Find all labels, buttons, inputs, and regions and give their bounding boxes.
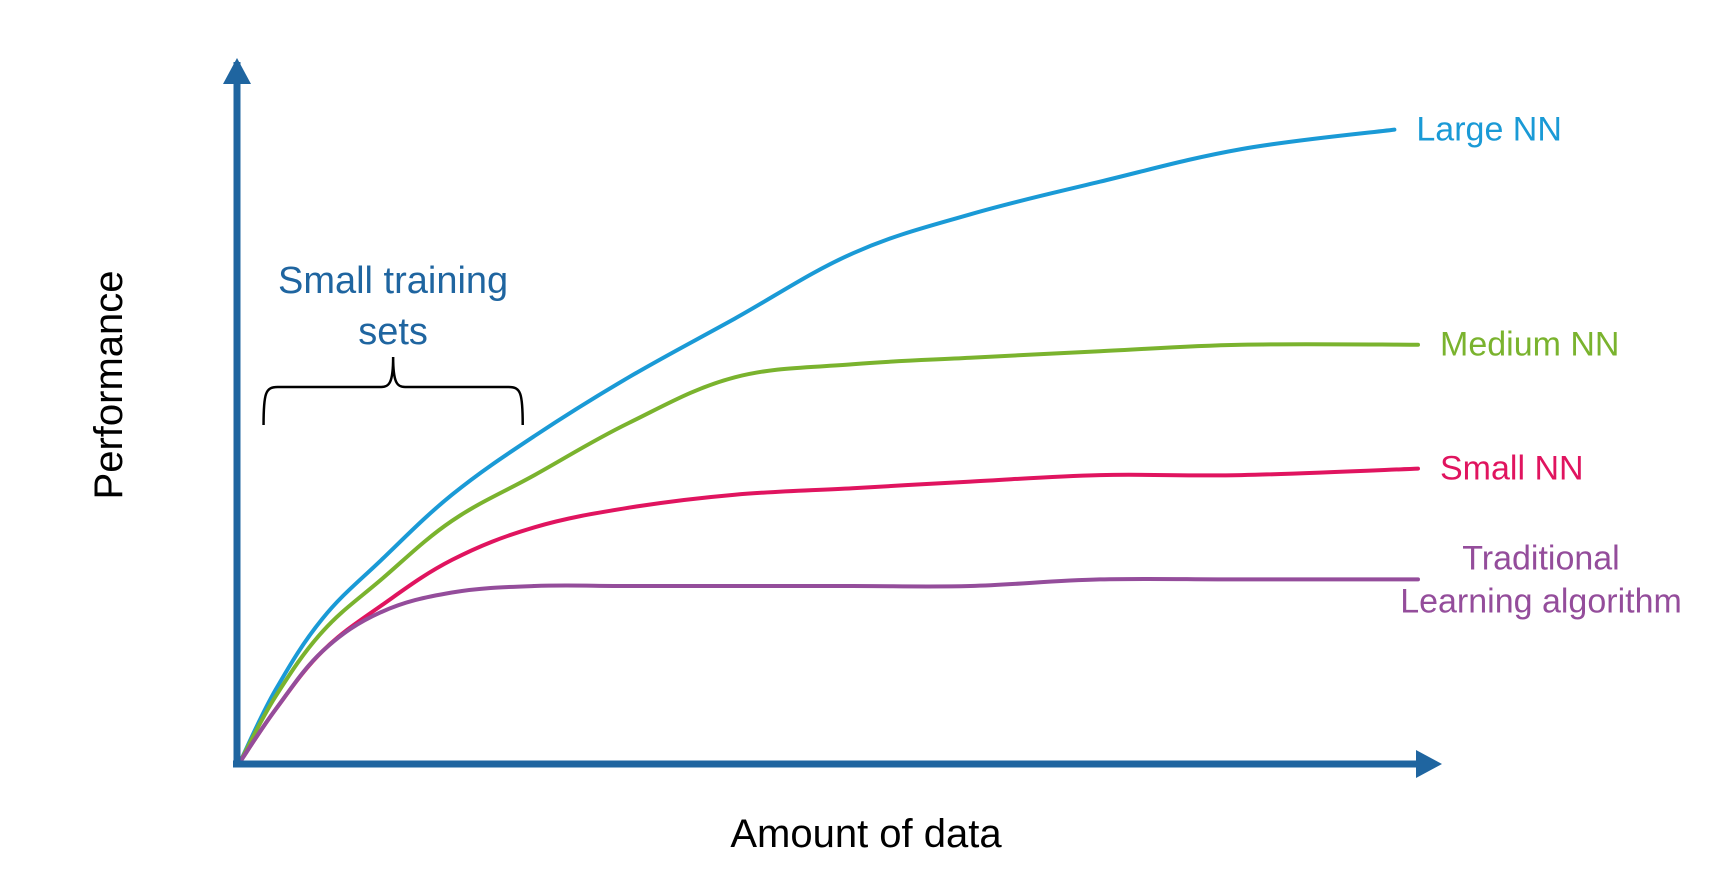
curly-brace [262, 356, 524, 426]
annotation-label-line: Small training [278, 260, 508, 302]
series-label-line: Medium NN [1440, 326, 1619, 364]
annotation-label-line: sets [358, 311, 428, 353]
series-line-medium-nn [238, 342, 1420, 764]
annotation-label: Small training sets [278, 260, 508, 353]
series-label-medium-nn: Medium NN [1440, 326, 1619, 364]
series-label-line: Small NN [1440, 450, 1584, 488]
x-axis-arrow [1416, 750, 1442, 778]
series-layer [238, 127, 1420, 764]
series-label-large-nn: Large NN [1416, 111, 1562, 149]
series-line-large-nn [238, 127, 1397, 764]
x-axis-title: Amount of data [730, 812, 1002, 856]
small-training-sets-annotation: Small training sets [262, 260, 524, 426]
series-label-line: Large NN [1416, 111, 1562, 149]
y-axis-arrow [223, 58, 251, 84]
series-line-small-nn [238, 466, 1420, 764]
series-label-line: Learning algorithm [1400, 582, 1682, 620]
series-line-traditional-learning-algorithm [238, 576, 1420, 764]
series-label-small-nn: Small NN [1440, 450, 1584, 488]
series-label-line: Traditional [1462, 539, 1619, 577]
series-labels-layer: Large NN Medium NN Small NN Traditional Lear… [1400, 111, 1682, 621]
y-axis-title: Performance [87, 271, 131, 500]
series-label-traditional-learning-algorithm: Traditional Learning algorithm [1400, 539, 1682, 620]
